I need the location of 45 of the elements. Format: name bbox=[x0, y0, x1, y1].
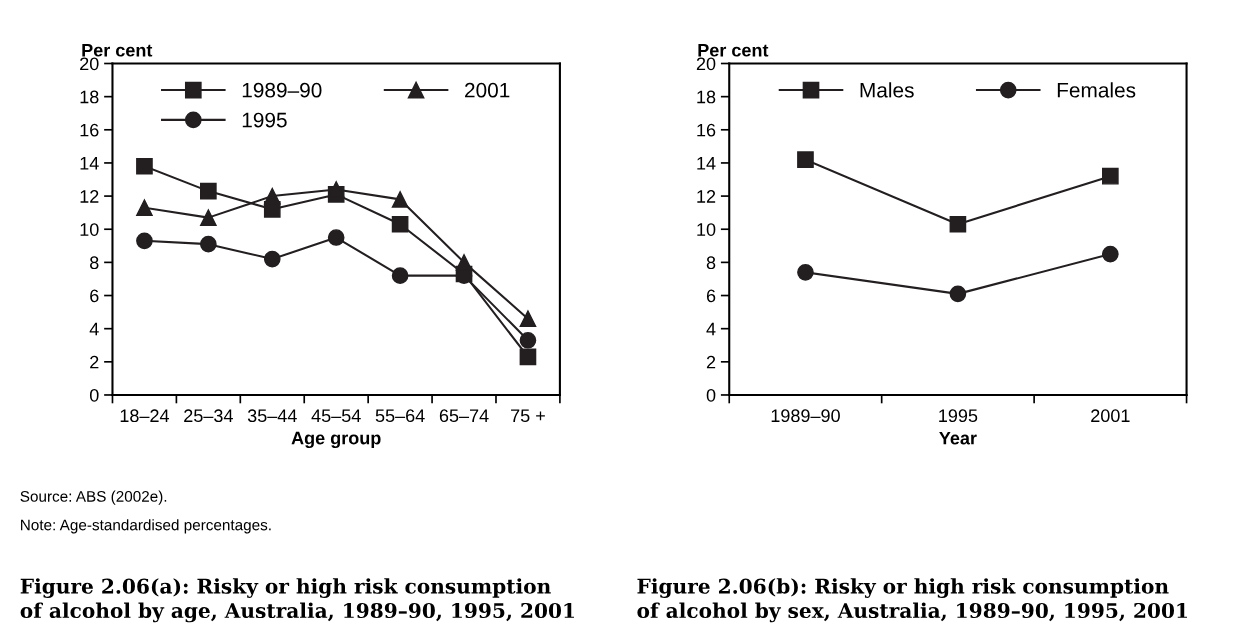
y-tick-label: 2 bbox=[706, 355, 716, 369]
text: Note: Age-standardised percentages. bbox=[21, 519, 271, 534]
legend-label: Females bbox=[1057, 82, 1136, 98]
y-tick-label: 8 bbox=[90, 256, 99, 270]
y-tick-label: 18 bbox=[697, 90, 716, 104]
y-tick-label: 18 bbox=[80, 90, 99, 104]
legend-label: 1995 bbox=[242, 112, 287, 128]
x-axis-title: Year bbox=[939, 431, 977, 445]
legend-label: 1989–90 bbox=[242, 82, 322, 98]
y-tick-label: 20 bbox=[696, 57, 716, 71]
y-axis-title: Per cent bbox=[82, 44, 153, 57]
legend-label: 2001 bbox=[465, 82, 510, 98]
y-tick-label: 14 bbox=[697, 157, 716, 170]
y-tick-label: 10 bbox=[697, 223, 716, 236]
y-tick-label: 4 bbox=[89, 322, 99, 336]
y-tick-label: 12 bbox=[80, 190, 99, 203]
y-axis-title: Per cent bbox=[698, 44, 769, 57]
x-tick-label: 1989–90 bbox=[771, 409, 840, 423]
y-tick-label: 20 bbox=[80, 57, 99, 71]
y-tick-label: 0 bbox=[706, 388, 716, 402]
y-tick-label: 6 bbox=[90, 289, 99, 303]
x-tick-label: 65–74 bbox=[439, 409, 489, 423]
x-tick-label: 18–24 bbox=[120, 409, 170, 423]
x-tick-label: 35–44 bbox=[247, 409, 297, 423]
text: Figure 2.06(a): Risky or high risk consumption of alcohol by age, Australia, 1989–90, 1995, 2001 bbox=[20, 578, 574, 623]
y-tick-label: 10 bbox=[80, 223, 99, 236]
y-tick-label: 8 bbox=[706, 256, 716, 270]
y-tick-label: 2 bbox=[90, 355, 99, 369]
x-tick-label: 55–64 bbox=[375, 409, 425, 423]
x-axis-title: Age group bbox=[291, 431, 381, 449]
y-tick-label: 6 bbox=[706, 289, 716, 303]
text: Figure 2.06(b): Risky or high risk consumption of alcohol by sex, Australia, 1989–90, 1995, 2001 bbox=[637, 578, 1187, 623]
legend-label: Males bbox=[860, 82, 914, 98]
y-tick-label: 0 bbox=[89, 388, 99, 402]
y-tick-label: 16 bbox=[697, 123, 716, 137]
x-tick-label: 45–54 bbox=[311, 409, 361, 423]
x-tick-label: 25–34 bbox=[184, 409, 233, 423]
x-tick-label: 1995 bbox=[939, 409, 978, 423]
y-tick-label: 4 bbox=[706, 322, 716, 336]
source-note: Source: ABS (2002e). bbox=[20, 490, 167, 505]
y-tick-label: 14 bbox=[80, 157, 99, 170]
x-tick-label: 2001 bbox=[1091, 409, 1130, 423]
y-tick-label: 16 bbox=[80, 123, 99, 137]
x-tick-label: 75 + bbox=[511, 409, 545, 423]
y-tick-label: 12 bbox=[697, 190, 716, 203]
